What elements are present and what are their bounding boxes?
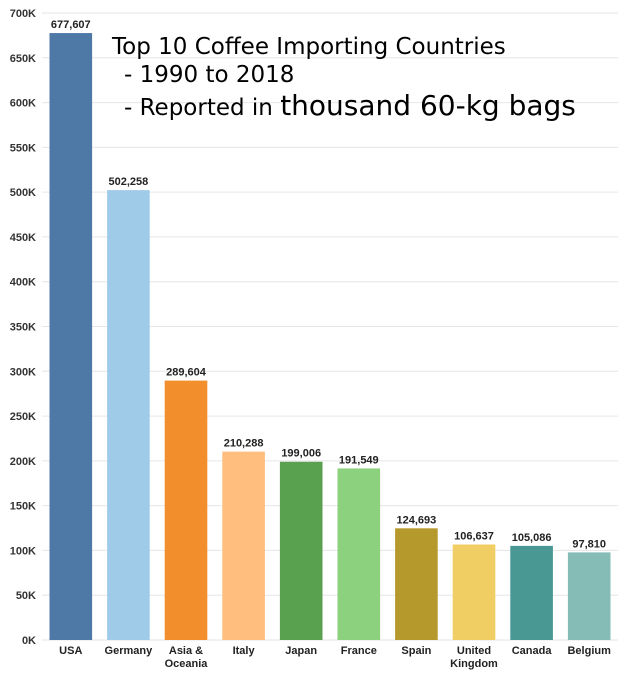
value-labels: 677,607 502,258 289,604 210,288 199,006 191,5… [51, 19, 606, 550]
bar [107, 190, 150, 640]
x-axis: USA Germany Asia &Oceania Italy Japan France S… [59, 645, 611, 670]
y-tick-label: 500K [10, 187, 36, 199]
bar [49, 33, 93, 640]
y-tick-label: 200K [10, 456, 36, 468]
x-tick-label: Germany [105, 645, 154, 657]
y-tick-label: 400K [10, 277, 36, 289]
data-label: 191,549 [339, 454, 379, 466]
chart-subtitle-units: - Reported in thousand 60-kg bags [112, 89, 576, 123]
y-tick-label: 300K [10, 366, 36, 378]
chart-subtitle-units-emphasis: thousand 60-kg bags [280, 89, 576, 123]
y-tick-label: 600K [10, 98, 36, 110]
x-tick-label: Oceania [165, 658, 209, 670]
bar [452, 544, 496, 640]
data-label: 105,086 [512, 532, 552, 544]
y-tick-label: 100K [10, 545, 36, 557]
data-label: 124,693 [397, 514, 437, 526]
y-tick-label: 550K [10, 142, 36, 154]
data-label: 199,006 [281, 448, 321, 460]
y-tick-label: 50K [16, 590, 36, 602]
x-tick-label: Kingdom [450, 658, 498, 670]
chart-subtitle-years: - 1990 to 2018 [124, 61, 295, 88]
data-label: 210,288 [224, 438, 264, 450]
x-tick-label: United [457, 645, 491, 657]
x-tick-label: Belgium [567, 645, 611, 657]
y-tick-label: 350K [10, 322, 36, 334]
x-tick-label: France [341, 645, 377, 657]
bar [395, 528, 438, 640]
x-tick-label: Italy [233, 645, 256, 657]
bar [222, 451, 265, 640]
data-label: 106,637 [454, 530, 494, 542]
x-tick-label: Japan [285, 645, 317, 657]
chart-title: Top 10 Coffee Importing Countries [112, 34, 506, 60]
y-axis: 0K 50K 100K 150K 200K 250K 300K 350K 400K 450K 500… [10, 8, 36, 647]
bar [164, 380, 208, 640]
bars [49, 33, 611, 640]
y-tick-label: 700K [10, 8, 36, 20]
chart-subtitle-units-prefix: - Reported in [124, 95, 273, 122]
data-label: 289,604 [166, 367, 207, 379]
x-tick-label: USA [59, 645, 82, 657]
y-tick-label: 250K [10, 411, 36, 423]
x-tick-label: Canada [512, 645, 553, 657]
data-label: 97,810 [572, 538, 606, 550]
bar [337, 468, 381, 640]
data-label: 502,258 [109, 176, 149, 188]
data-label: 677,607 [51, 19, 91, 31]
x-tick-label: Asia & [169, 645, 203, 657]
bar [567, 552, 611, 640]
y-tick-label: 0K [22, 635, 36, 647]
y-tick-label: 150K [10, 501, 36, 513]
chart-title-block: Top 10 Coffee Importing Countries - 1990… [112, 34, 576, 123]
y-tick-label: 650K [10, 53, 36, 65]
x-tick-label: Spain [401, 645, 431, 657]
y-tick-label: 450K [10, 232, 36, 244]
bar [510, 545, 553, 640]
bar [279, 461, 323, 640]
